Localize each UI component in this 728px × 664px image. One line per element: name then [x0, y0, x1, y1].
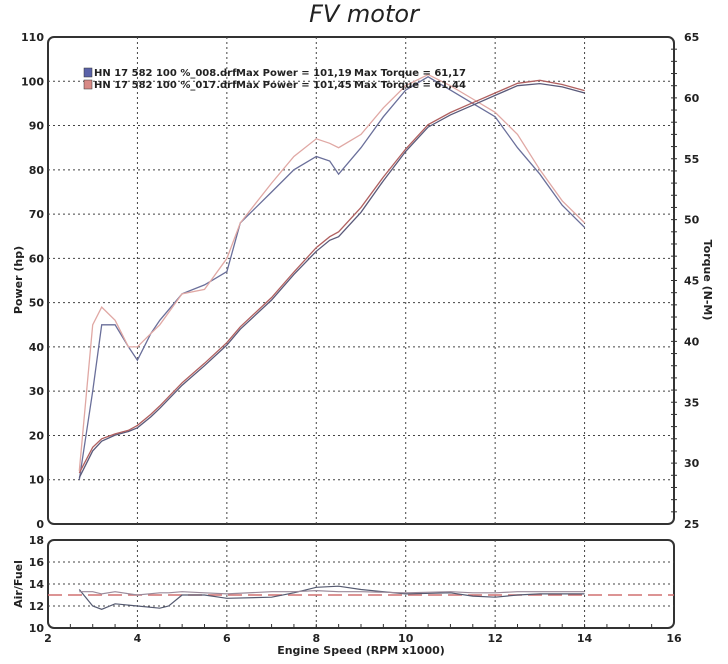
y2-tick-label: 55	[684, 153, 699, 166]
x-tick-label: 8	[312, 632, 320, 645]
x-tick-label: 6	[223, 632, 231, 645]
x-axis-label: Engine Speed (RPM x1000)	[277, 644, 445, 657]
y2-axis-label: Torque (N-M)	[701, 240, 714, 321]
legend: HN 17 582 100 %_008.drf Max Power = 101,…	[83, 67, 466, 91]
afr-y-tick-label: 10	[29, 622, 45, 635]
y-tick-label: 60	[29, 252, 45, 265]
y2-tick-label: 50	[684, 214, 700, 227]
y2-tick-label: 45	[684, 275, 699, 288]
y2-tick-label: 40	[684, 335, 700, 348]
afr-plot-frame	[47, 539, 675, 629]
y-tick-label: 90	[29, 120, 45, 133]
x-tick-label: 4	[134, 632, 142, 645]
afr-curve-017	[79, 589, 585, 596]
afr-y-tick-label: 12	[29, 600, 44, 613]
y-tick-label: 80	[29, 164, 45, 177]
y2-tick-label: 25	[684, 518, 699, 531]
y2-tick-label: 60	[684, 92, 700, 105]
afr-y-tick-label: 18	[29, 534, 44, 547]
afr-curve-008	[78, 585, 585, 610]
afr-y-tick-label: 14	[29, 578, 45, 591]
y-tick-label: 20	[29, 429, 45, 442]
x-tick-label: 10	[398, 632, 414, 645]
y-tick-label: 100	[21, 75, 44, 88]
x-tick-label: 16	[666, 632, 682, 645]
afr-y-tick-label: 16	[29, 556, 45, 569]
y2-tick-label: 30	[684, 457, 700, 470]
afr-y-axis-label: Air/Fuel	[12, 560, 25, 608]
legend-swatch-017	[83, 79, 93, 90]
y2-tick-label: 65	[684, 31, 699, 44]
x-tick-label: 12	[487, 632, 502, 645]
y-axis-label: Power (hp)	[12, 246, 25, 314]
legend-file-008: HN 17 582 100 %_008.drf	[94, 68, 237, 79]
power-curve-017	[78, 73, 586, 471]
main-plot-frame	[47, 36, 675, 525]
y-tick-label: 40	[29, 341, 45, 354]
y-tick-label: 10	[29, 474, 45, 487]
power-curve-008	[78, 76, 586, 480]
x-tick-label: 14	[577, 632, 593, 645]
legend-swatch-008	[83, 67, 93, 78]
torque-curve-008	[78, 82, 585, 478]
legend-torque-017: Max Torque = 61,44	[354, 80, 466, 91]
y-tick-label: 70	[29, 208, 45, 221]
torque-curve-017	[78, 79, 585, 474]
y-tick-label: 110	[21, 31, 44, 44]
x-tick-label: 2	[44, 632, 52, 645]
y2-tick-label: 35	[684, 396, 699, 409]
legend-torque-008: Max Torque = 61,17	[354, 68, 466, 79]
legend-file-017: HN 17 582 100 %_017.drf	[94, 80, 237, 91]
y-tick-label: 0	[36, 518, 44, 531]
y-tick-label: 30	[29, 385, 45, 398]
chart-title: FV motor	[309, 0, 421, 28]
legend-power-008: Max Power = 101,19	[236, 68, 352, 79]
legend-power-017: Max Power = 101,45	[236, 80, 352, 91]
y-tick-label: 50	[29, 297, 45, 310]
